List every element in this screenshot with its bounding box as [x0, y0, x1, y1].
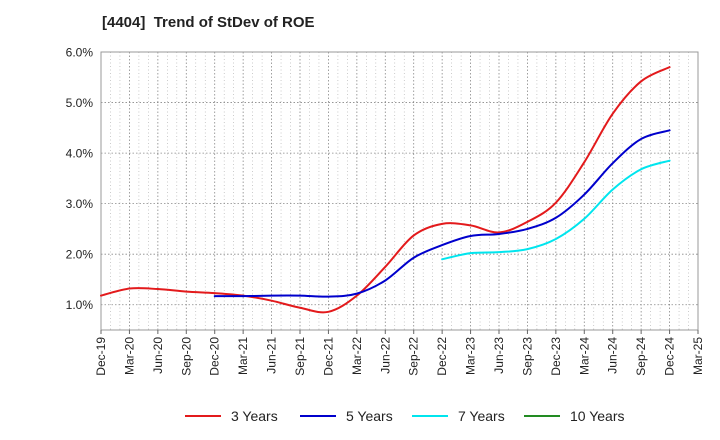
legend: 3 Years 5 Years 7 Years 10 Years [0, 406, 720, 426]
x-tick-label: Sep-24 [634, 337, 648, 376]
series-line-7-years [441, 159, 671, 261]
x-tick-label: Jun-21 [265, 337, 279, 374]
x-tick-label: Mar-20 [122, 337, 136, 375]
x-tick-label: Mar-23 [464, 337, 478, 375]
plot-frame [100, 51, 699, 331]
x-tick-label: Jun-20 [151, 337, 165, 374]
series-line-5-years [213, 129, 671, 298]
x-tick-label: Dec-23 [549, 337, 563, 376]
axes: 1.0% 2.0% 3.0% 4.0% 5.0% 6.0% Dec-19 Mar-20 Jun-… [66, 46, 705, 376]
y-tick-label: 3.0% [66, 197, 94, 211]
legend-label: 3 Years [231, 408, 278, 424]
x-tick-label: Dec-20 [208, 337, 222, 376]
legend-label: 5 Years [346, 408, 393, 424]
y-tick-label: 2.0% [66, 248, 94, 262]
x-tick-label: Sep-23 [520, 337, 534, 376]
x-tick-label: Jun-23 [492, 337, 506, 374]
x-tick-label: Mar-22 [350, 337, 364, 375]
chart-title: [4404] Trend of StDev of ROE [102, 14, 315, 31]
legend-item: 5 Years [300, 406, 393, 426]
grid [101, 52, 698, 330]
y-tick-label: 6.0% [66, 46, 94, 60]
y-tick-label: 5.0% [66, 96, 94, 110]
series-line-3-years [100, 66, 671, 314]
legend-swatch [412, 415, 448, 417]
legend-swatch [524, 415, 560, 417]
x-tick-label: Dec-19 [94, 337, 108, 376]
legend-swatch [185, 415, 221, 417]
x-tick-label: Dec-21 [321, 337, 335, 376]
y-tick-label: 4.0% [66, 147, 94, 161]
legend-swatch [300, 415, 336, 417]
legend-item: 10 Years [524, 406, 625, 426]
legend-item: 7 Years [412, 406, 505, 426]
x-tick-label: Sep-22 [407, 337, 421, 376]
x-tick-label: Sep-21 [293, 337, 307, 376]
x-tick-label: Mar-24 [577, 337, 591, 375]
y-tick-label: 1.0% [66, 298, 94, 312]
legend-label: 10 Years [570, 408, 625, 424]
legend-item: 3 Years [185, 406, 278, 426]
x-tick-label: Dec-22 [435, 337, 449, 376]
x-tick-label: Sep-20 [179, 337, 193, 376]
series-lines [100, 66, 671, 314]
legend-label: 7 Years [458, 408, 505, 424]
x-tick-label: Jun-24 [606, 337, 620, 374]
x-tick-label: Jun-22 [378, 337, 392, 374]
x-tick-label: Mar-21 [236, 337, 250, 375]
x-tick-label: Mar-25 [691, 337, 705, 375]
x-tick-label: Dec-24 [663, 337, 677, 376]
